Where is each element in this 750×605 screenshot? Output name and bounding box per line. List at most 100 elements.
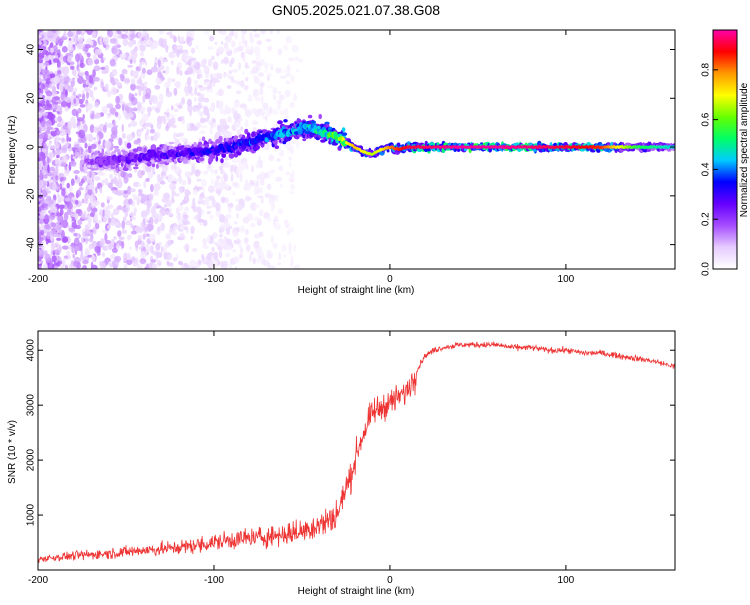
heatmap-cell	[123, 190, 128, 194]
top-ytick-label: -20	[26, 188, 37, 203]
heatmap-cell	[50, 199, 54, 204]
heatmap-cell	[250, 202, 257, 211]
heatmap-cell	[268, 154, 275, 162]
heatmap-cell	[241, 30, 248, 35]
heatmap-cell	[66, 209, 72, 216]
heatmap-cell	[284, 72, 292, 78]
heatmap-cell	[211, 169, 214, 174]
heatmap-cell	[217, 124, 221, 131]
heatmap-cell	[277, 208, 284, 215]
figure-title: GN05.2025.021.07.38.G08	[272, 2, 440, 18]
heatmap-cell	[115, 103, 121, 110]
heatmap-cell	[124, 211, 129, 218]
heatmap-cell	[157, 260, 162, 267]
heatmap-cell	[293, 243, 296, 253]
heatmap-cell	[54, 158, 58, 165]
heatmap-cell	[38, 112, 43, 119]
heatmap-cell	[106, 103, 114, 109]
heatmap-cell	[242, 72, 245, 75]
heatmap-cell	[212, 232, 218, 239]
heatmap-cell	[173, 108, 179, 113]
heatmap-cell	[143, 180, 147, 189]
heatmap-cell	[296, 69, 300, 73]
heatmap-cell	[201, 136, 206, 142]
heatmap-cell	[251, 60, 258, 64]
heatmap-cell	[247, 94, 253, 103]
heatmap-cell	[130, 83, 136, 91]
heatmap-cell	[236, 173, 240, 178]
heatmap-cell	[215, 202, 221, 211]
heatmap-cell	[160, 222, 165, 232]
heatmap-cell	[265, 115, 268, 122]
heatmap-cell	[52, 182, 57, 192]
heatmap-cell	[231, 40, 236, 48]
heatmap-cell	[277, 48, 283, 56]
heatmap-cell	[156, 120, 162, 130]
heatmap-cell	[77, 176, 81, 183]
heatmap-cell	[70, 65, 75, 71]
heatmap-cell	[232, 249, 237, 253]
heatmap-cell	[262, 102, 269, 111]
heatmap-cell	[129, 246, 133, 250]
heatmap-cell	[65, 89, 68, 98]
heatmap-cell	[256, 187, 260, 195]
heatmap-cell	[172, 78, 176, 83]
heatmap-cell	[177, 116, 183, 122]
heatmap-cell	[109, 107, 116, 115]
heatmap-cell	[157, 71, 162, 79]
heatmap-cell	[109, 58, 116, 67]
heatmap-cell	[234, 121, 241, 129]
heatmap-cell	[117, 177, 122, 182]
heatmap-cell	[39, 92, 43, 102]
heatmap-cell	[55, 134, 60, 143]
heatmap-cell	[141, 61, 146, 65]
heatmap-cell	[49, 152, 53, 160]
heatmap-cell	[171, 52, 176, 59]
heatmap-cell	[236, 212, 240, 219]
heatmap-cell	[58, 204, 65, 210]
heatmap-cell	[153, 189, 159, 196]
heatmap-cell	[70, 260, 74, 266]
heatmap-cell	[226, 85, 232, 89]
heatmap-cell	[168, 141, 175, 145]
heatmap-cell	[50, 222, 56, 228]
heatmap-cell	[87, 189, 93, 196]
heatmap-cell	[74, 87, 78, 93]
heatmap-cell	[77, 107, 82, 114]
heatmap-cell	[184, 206, 189, 212]
heatmap-cell	[63, 84, 71, 90]
heatmap-cell	[131, 194, 138, 198]
heatmap-cell	[63, 169, 70, 176]
heatmap-cell	[242, 216, 250, 224]
heatmap-cell	[234, 31, 239, 40]
heatmap-cell	[202, 238, 208, 246]
heatmap-cell	[224, 265, 228, 269]
heatmap-cell	[133, 196, 140, 201]
heatmap-cell	[163, 144, 169, 151]
heatmap-cell	[61, 155, 68, 164]
heatmap-cell	[100, 202, 105, 208]
heatmap-cell	[111, 45, 118, 55]
heatmap-cell	[254, 110, 261, 118]
heatmap-cell	[245, 166, 249, 170]
heatmap-cell	[49, 260, 53, 266]
heatmap-cell	[77, 76, 84, 85]
heatmap-cell	[232, 230, 239, 238]
heatmap-cell	[125, 252, 132, 261]
heatmap-cell	[130, 50, 138, 60]
heatmap-cell	[294, 56, 299, 61]
heatmap-cell	[61, 180, 65, 187]
heatmap-cell	[249, 31, 253, 39]
heatmap-cell	[106, 90, 112, 98]
heatmap-cell	[155, 251, 163, 258]
heatmap-cell	[215, 242, 219, 247]
heatmap-cell	[84, 70, 89, 76]
heatmap-cell	[133, 207, 137, 215]
heatmap-cell	[218, 250, 223, 259]
heatmap-cell	[249, 254, 252, 262]
top-ytick-label: -40	[26, 237, 37, 252]
heatmap-cell	[179, 36, 185, 44]
heatmap-cell	[87, 222, 92, 228]
heatmap-cell	[103, 57, 106, 61]
heatmap-cell	[139, 51, 144, 57]
